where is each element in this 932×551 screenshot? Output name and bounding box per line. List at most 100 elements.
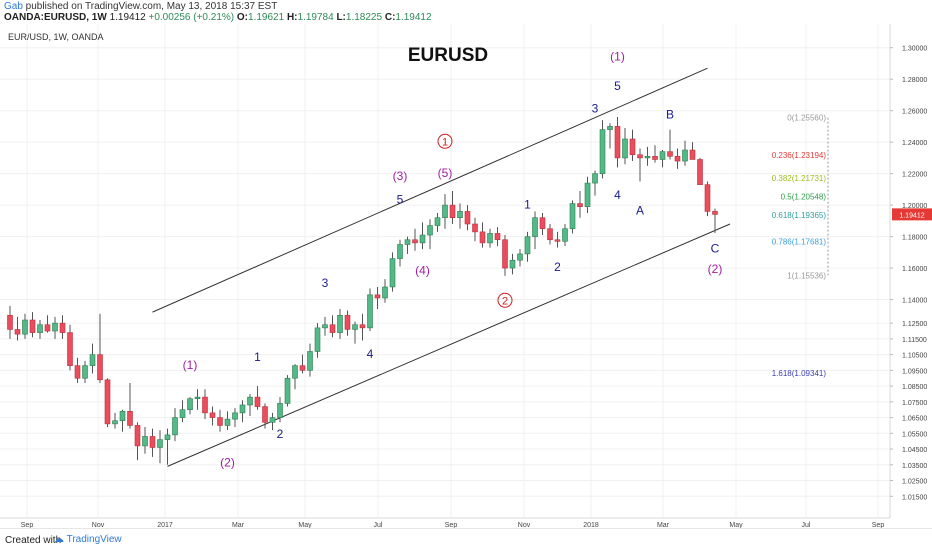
wave-label: (2) [708,262,723,276]
x-tick-label: 2018 [583,522,599,528]
y-tick-label: 1.11500 [902,337,927,344]
candle [97,313,103,383]
candle-body [194,396,201,399]
candle [487,228,493,248]
low-label: L: [336,12,346,23]
y-tick-label: 1.14000 [902,298,927,305]
candle-body [577,203,583,207]
candle [209,406,216,426]
channel-line [167,223,731,467]
fib-level-label: 1(1.15536) [787,271,826,280]
candle-body [232,412,238,420]
wave-label: A [636,204,644,218]
candle-body [299,365,306,371]
wave-label: 2 [277,427,284,441]
candle-body [472,223,478,233]
wave-label: 3 [592,101,599,115]
candle [614,116,621,168]
candle-body [607,126,613,130]
publish-text: published on TradingView.com, May 13, 20… [22,1,278,12]
candle [262,403,268,429]
candle-body [367,294,373,329]
candle-body [187,398,193,411]
price-chart[interactable]: 0(1.25560) 0.236(1.23194) 0.382(1.21731) 0.… [0,24,932,528]
candle [682,140,688,166]
candle [299,354,306,374]
candle-body [14,329,21,335]
candle [517,249,523,267]
price-change: +0.00256 (+0.21%) [148,12,235,23]
candle-body [247,396,253,406]
candle [562,224,568,247]
candle [29,312,36,338]
candle-body [52,322,58,332]
candle-body [622,138,628,159]
time-axis[interactable]: Sep Nov 2017 Mar May Jul Sep Nov 2018 Mar May Jul Se… [21,522,885,528]
wave-label: 4 [614,188,621,202]
y-tick-label: 1.16000 [902,266,927,273]
wave-label: (2) [220,455,235,469]
price-axis[interactable]: 1.30000 1.28000 1.26000 1.24000 1.22000 1.200… [890,46,932,502]
candle-body [22,319,28,335]
candle-body [389,258,396,288]
candle-body [89,354,96,366]
candle [412,228,418,251]
candle [224,411,231,431]
author-link[interactable]: Gab [4,1,23,12]
fib-level-label: 0.618(1.19365) [772,211,827,220]
candle [254,386,261,410]
candle [674,148,681,169]
candle-body [157,439,163,448]
candle-body [359,324,366,329]
created-with-text: Created with [5,535,62,546]
y-tick-label: 1.08500 [902,384,927,391]
candle-body [329,324,336,333]
y-tick-label: 1.01500 [902,494,927,501]
wave-label: 5 [397,193,404,207]
x-tick-label: Nov [92,522,105,528]
candle [652,145,658,163]
tradingview-logo[interactable]: ☁ TradingView [54,534,122,545]
candle [149,428,156,457]
candle [592,170,598,196]
candle [22,313,28,339]
candle-body [292,365,298,379]
candle-body [307,351,313,371]
fib-level-label: 0.786(1.17681) [772,238,827,247]
candle [539,212,546,236]
candle-body [667,151,673,157]
candle [434,212,441,232]
candle-body [397,244,403,259]
candle [382,279,388,303]
candle-body [487,233,493,244]
candle [217,409,223,432]
candle-body [644,156,651,159]
fib-level-label: 0.382(1.21731) [772,174,827,183]
ohlc-legend: OANDA:EURUSD, 1W 1.19412 +0.00256 (+0.21… [4,12,432,23]
candle-body [239,404,246,414]
candle [689,142,696,160]
chart-title: EURUSD [408,45,488,66]
last-price-marker [892,208,932,221]
y-tick-label: 1.20000 [902,203,927,210]
candle-body [412,239,418,244]
candle-body [37,324,43,333]
candle-body [202,396,208,414]
x-tick-label: Sep [21,522,34,528]
fib-level-label: 1.618(1.09341) [772,369,827,378]
candles [7,116,718,465]
candle [569,200,576,234]
candle [667,129,673,160]
close-value: 1.19412 [395,12,432,23]
candle [82,360,88,383]
wave-label: 3 [322,276,329,290]
candle-body [277,403,283,418]
y-tick-label: 1.07500 [902,400,927,407]
candle-body [374,294,381,299]
candle-body [217,417,223,426]
candle [7,305,13,339]
candle [269,412,276,431]
candle-body [682,149,688,162]
candle-body [599,129,606,174]
candle [352,321,358,344]
